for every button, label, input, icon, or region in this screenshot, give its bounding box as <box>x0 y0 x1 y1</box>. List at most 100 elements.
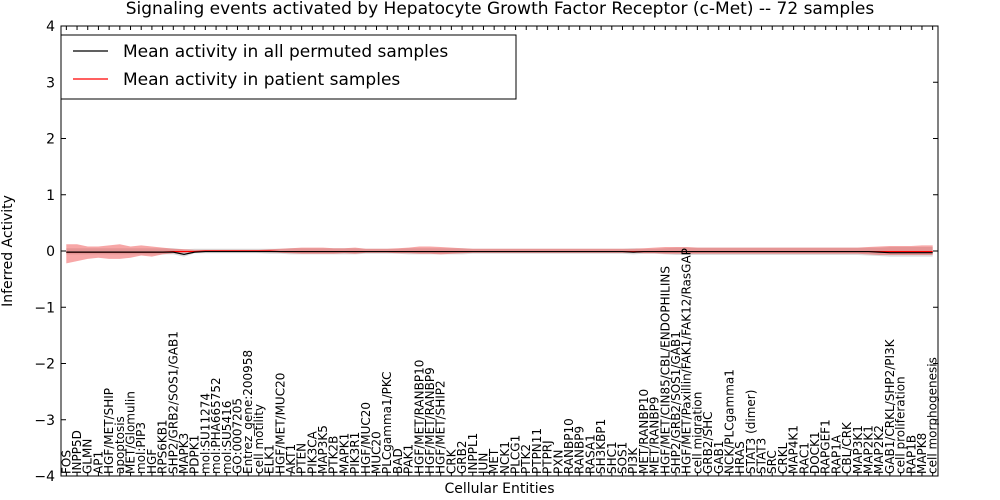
legend-label-patient: Mean activity in patient samples <box>123 70 400 90</box>
x-tick-label: RANBP9 <box>573 426 587 474</box>
y-tick-label: 0 <box>46 244 55 260</box>
legend-label-permuted: Mean activity in all permuted samples <box>123 42 448 62</box>
x-tick-label: PTPRJ <box>541 440 555 474</box>
x-tick-label: PDPK1 <box>188 435 202 474</box>
y-tick-label: 4 <box>46 19 55 35</box>
x-tick-label: NCK/PLCgamma1 <box>722 369 736 474</box>
x-tick-label: SHC1 <box>605 441 619 474</box>
x-tick-label: PTK2 <box>519 444 533 474</box>
x-tick-label: HRAS <box>733 441 747 474</box>
x-tick-label: GAB1/CRKL/SHP2/PI3K <box>883 338 897 474</box>
x-tick-label: cell migration <box>690 392 704 474</box>
x-tick-label: STAT3 (dimer) <box>744 390 758 474</box>
x-tick-label: HGF/MET/RANBP9 <box>423 367 437 474</box>
x-tick-label: PTPN11 <box>530 428 544 474</box>
x-tick-label: mol:SU11274 <box>198 393 212 474</box>
x-tick-label: PXN <box>551 450 565 474</box>
x-tick-label: CRKL <box>776 442 790 474</box>
x-tick-label: PLCgamma1/PKC <box>380 371 394 474</box>
x-tick-label: AP1 <box>91 451 105 474</box>
x-tick-label: INPPL1 <box>466 433 480 474</box>
x-tick-label: SH3KBP1 <box>594 419 608 474</box>
x-tick-label: NCK1 <box>498 441 512 474</box>
x-tick-label: INPP5D <box>70 430 84 474</box>
x-tick-label: HGF/MET/SHIP2 <box>434 380 448 474</box>
x-tick-label: AKT1 <box>284 444 298 474</box>
y-tick-label: −2 <box>34 357 55 373</box>
x-tick-label: CBL/CRK <box>840 421 854 474</box>
x-tick-label: MET <box>487 448 501 474</box>
x-tick-label: STAT3 <box>755 438 769 474</box>
x-tick-label: MAP4K1 <box>787 425 801 474</box>
x-tick-label: MAP2K1 <box>862 425 876 474</box>
x-tick-label: RASA1 <box>583 434 597 474</box>
x-tick-label: HGF/MET/SHIP <box>102 388 116 474</box>
x-tick-label: GRB2 <box>455 440 469 474</box>
line-permuted <box>66 250 933 255</box>
x-tick-label: PAK1 <box>402 444 416 474</box>
x-tick-label: cell morphogenesis <box>926 357 940 474</box>
x-tick-label: HGF/MET/RANBP10 <box>412 360 426 474</box>
x-tick-label: FOS <box>59 450 73 474</box>
x-axis-label: Cellular Entities <box>444 481 554 497</box>
x-tick-label: PIK3R1 <box>348 432 362 474</box>
x-tick-label: HGF/MET/MUC20 <box>273 373 287 474</box>
x-tick-label: ELK1 <box>263 444 277 474</box>
band-patient <box>66 244 933 264</box>
x-tick-label: Entrez_gene:200958 <box>241 350 255 474</box>
x-tick-label: MET/Glomulin <box>124 391 138 474</box>
x-tick-label: GLMN <box>81 439 95 474</box>
x-tick-label: SHP2/GRB2/SOS1/GAB1 <box>669 331 683 474</box>
x-tick-label: RAP1B <box>904 435 918 474</box>
x-tick-label: DOCK1 <box>808 431 822 474</box>
x-tick-label: MET/RANBP10 <box>637 389 651 474</box>
x-axis <box>65 26 934 476</box>
x-tick-label: MAP3K5 <box>316 425 330 474</box>
x-tick-label: GRB2/SHC <box>701 411 715 474</box>
x-tick-label: RAPGEF1 <box>819 419 833 474</box>
y-axis-label: Inferred Activity <box>0 195 16 307</box>
y-tick-label: 3 <box>46 75 55 91</box>
plot-frame <box>60 25 939 477</box>
x-tick-label: PI3K <box>626 447 640 474</box>
y-tick-label: 2 <box>46 132 55 148</box>
lines-layer <box>66 250 933 255</box>
chart-title: Signaling events activated by Hepatocyte… <box>126 0 875 19</box>
x-tick-label: SOS1 <box>616 442 630 474</box>
category-labels: FOSINPP5DGLMNAP1HGF/MET/SHIPapoptosisMET… <box>59 248 939 475</box>
x-tick-label: HGF <box>145 449 159 474</box>
x-tick-label: apoptosis <box>113 416 127 474</box>
x-tick-label: MET/RANBP9 <box>648 397 662 474</box>
x-tick-label: SRC <box>765 450 779 474</box>
x-tick-label: GAB1 <box>712 441 726 474</box>
x-tick-label: HGF/MET/Paxillin/FAK1/FAK12/RasGAP <box>680 248 694 474</box>
x-tick-label: RAP1A <box>829 434 843 474</box>
bands-layer <box>66 244 933 264</box>
x-tick-label: PIK3CA <box>305 430 319 474</box>
x-tick-label: CRK <box>444 448 458 474</box>
x-tick-label: MAPK3 <box>177 433 191 474</box>
legend: Mean activity in all permuted samples Me… <box>60 34 517 100</box>
y-tick-label: −1 <box>34 300 55 316</box>
y-axis: −4 −3 −2 −1 0 1 2 3 4 <box>34 19 938 485</box>
x-tick-label: RAC1 <box>797 442 811 474</box>
x-tick-label: RANBP10 <box>562 418 576 474</box>
x-tick-label: GO:0007205 <box>231 398 245 474</box>
x-tick-label: BAD <box>391 448 405 474</box>
x-tick-label: HGF/MUC20 <box>359 402 373 474</box>
x-tick-label: MAPK1 <box>337 433 351 474</box>
y-tick-label: 1 <box>46 188 55 204</box>
x-tick-label: PTEN <box>295 443 309 474</box>
y-tick-label: −4 <box>34 469 55 485</box>
x-tick-label: mol:PIP3 <box>134 422 148 474</box>
x-tick-label: cell proliferation <box>894 376 908 474</box>
x-tick-label: PLCG1 <box>509 435 523 474</box>
x-tick-label: MAP2K2 <box>872 425 886 474</box>
x-tick-label: mol:PHA665752 <box>209 377 223 474</box>
x-tick-label: MUC20 <box>370 431 384 474</box>
y-tick-label: −3 <box>34 413 55 429</box>
x-tick-label: MAP3K1 <box>851 425 865 474</box>
x-tick-label: RPS6KB1 <box>156 419 170 474</box>
legend-box <box>60 34 517 100</box>
